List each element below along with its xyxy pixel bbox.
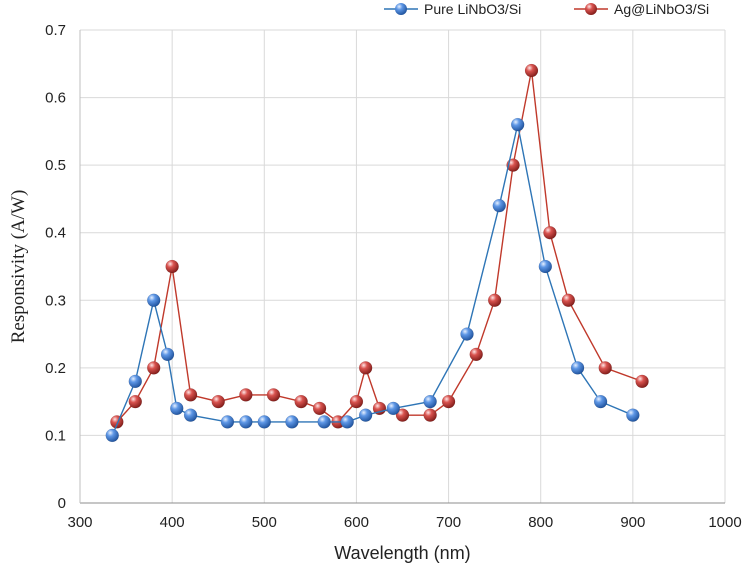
data-point-pure: [570, 361, 585, 375]
legend-item-pure: Pure LiNbO3/Si: [384, 1, 521, 17]
data-point-pure: [257, 415, 272, 429]
plot-series: [105, 63, 649, 443]
data-point-pure: [220, 415, 235, 429]
data-point-ag: [543, 225, 557, 240]
y-tick-label: 0.5: [45, 157, 66, 174]
data-point-pure: [593, 394, 608, 409]
y-tick-label: 0.6: [45, 90, 66, 107]
series-line-ag: [116, 70, 643, 423]
data-point-ag: [165, 259, 179, 274]
legend-item-ag: Ag@LiNbO3/Si: [574, 1, 709, 17]
y-axis-title: Responsivity (A/W): [8, 190, 29, 344]
data-point-ag: [423, 408, 437, 422]
data-point-pure: [105, 428, 119, 443]
data-point-pure: [239, 415, 253, 429]
data-point-ag: [635, 374, 649, 389]
data-point-pure: [510, 117, 525, 132]
legend-marker-pure: [395, 3, 407, 15]
legend: Pure LiNbO3/Si Ag@LiNbO3/Si: [384, 1, 709, 17]
data-point-pure: [285, 415, 299, 429]
data-point-pure: [183, 408, 198, 422]
x-tick-label: 600: [344, 514, 369, 531]
legend-label-ag: Ag@LiNbO3/Si: [614, 1, 709, 17]
data-point-ag: [294, 394, 308, 409]
x-tick-label: 300: [67, 514, 92, 531]
data-point-pure: [538, 259, 553, 274]
x-axis-title: Wavelength (nm): [334, 543, 470, 563]
data-point-ag: [211, 394, 225, 409]
series-ag: [110, 63, 649, 429]
axes: 0 0.1 0.2 0.3 0.4 0.5 0.6 0.7 300 400 500 600 700 800…: [45, 22, 742, 531]
x-tick-label: 500: [252, 514, 277, 531]
x-tick-label: 400: [160, 514, 185, 531]
x-tick-label: 900: [620, 514, 645, 531]
x-tick-label: 800: [528, 514, 553, 531]
y-tick-label: 0.1: [45, 427, 66, 444]
data-point-ag: [395, 408, 410, 422]
y-tick-label: 0.7: [45, 22, 66, 39]
data-point-pure: [170, 401, 184, 416]
x-tick-label: 1000: [708, 514, 741, 531]
data-point-ag: [469, 347, 483, 362]
data-point-pure: [386, 401, 401, 416]
data-point-ag: [349, 394, 364, 409]
legend-marker-ag: [585, 3, 597, 15]
data-point-ag: [128, 394, 143, 409]
series-line-pure: [111, 124, 634, 436]
data-point-ag: [266, 388, 281, 402]
legend-label-pure: Pure LiNbO3/Si: [424, 1, 521, 17]
y-tick-label: 0.2: [45, 360, 66, 377]
y-tick-label: 0.3: [45, 292, 66, 309]
data-point-ag: [312, 401, 327, 416]
data-point-ag: [239, 388, 253, 402]
data-point-pure: [423, 394, 437, 409]
data-point-ag: [487, 293, 502, 308]
data-point-ag: [524, 63, 539, 78]
data-point-pure: [626, 408, 640, 422]
y-tick-label: 0: [58, 495, 66, 512]
data-point-ag: [441, 394, 456, 409]
data-point-ag: [358, 361, 373, 375]
data-point-pure: [340, 415, 354, 429]
data-point-pure: [317, 415, 331, 429]
data-point-pure: [146, 293, 161, 308]
data-point-ag: [146, 361, 161, 375]
data-point-ag: [561, 293, 576, 308]
data-point-pure: [492, 198, 506, 213]
series-pure: [105, 117, 640, 443]
data-point-pure: [160, 347, 175, 362]
data-point-pure: [460, 327, 474, 341]
data-point-pure: [358, 408, 373, 422]
data-point-ag: [183, 388, 198, 402]
x-tick-label: 700: [436, 514, 461, 531]
y-tick-label: 0.4: [45, 225, 66, 242]
data-point-ag: [598, 361, 612, 375]
data-point-pure: [128, 374, 143, 389]
